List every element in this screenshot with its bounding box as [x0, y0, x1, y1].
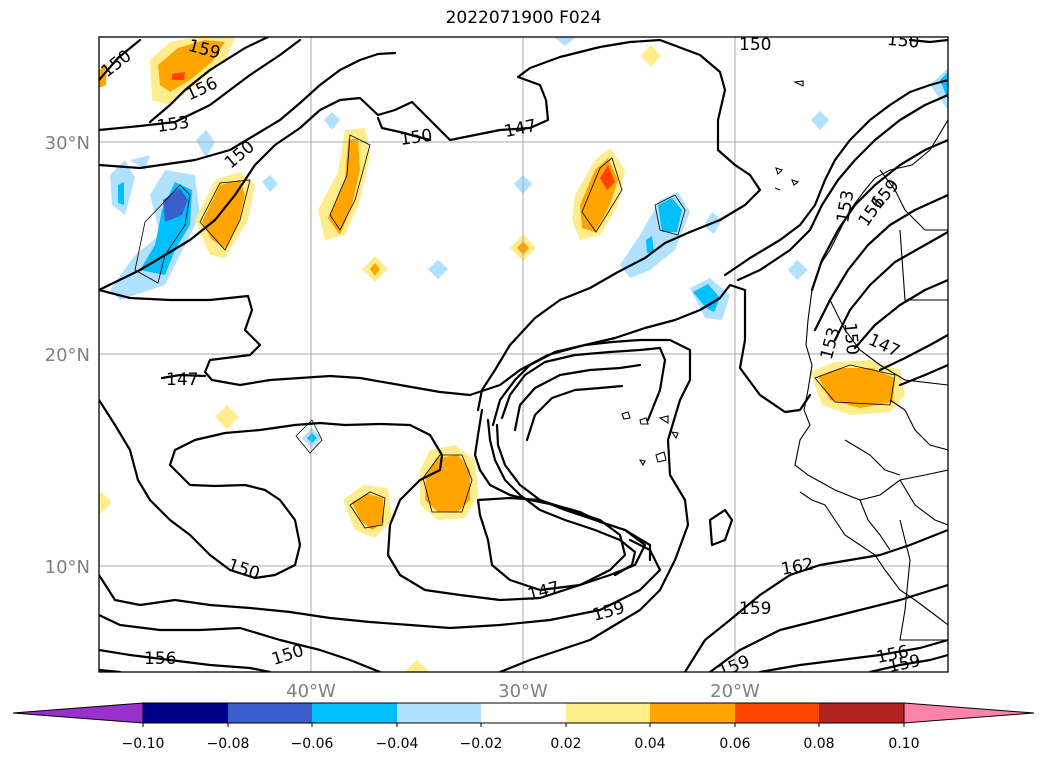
colorbar-segment [312, 703, 397, 723]
islands [621, 80, 804, 467]
lon-label-20w: 20°W [710, 681, 760, 702]
latitude-axis: 30°N 20°N 10°N [45, 133, 90, 578]
map-frame [98, 36, 949, 673]
colorbar-segment [819, 703, 904, 723]
contour-label: 150 [739, 35, 771, 55]
contour-label: 162 [780, 554, 815, 579]
negative-anomaly-area [307, 433, 317, 443]
negative-anomaly-area [646, 236, 654, 253]
anomaly-outlines [134, 134, 896, 529]
map-title: 2022071900 F024 [445, 8, 602, 28]
colorbar-tick-label: 0.02 [550, 736, 581, 752]
contour-label: 150 [269, 641, 306, 670]
map-area: 150 159 156 153 150 150 147 150 150 153 … [99, 30, 948, 683]
negative-anomaly-area [788, 260, 808, 280]
colorbar-segment [735, 703, 819, 723]
colorbar-tick-label: 0.06 [719, 736, 750, 752]
negative-anomaly-area [811, 111, 829, 130]
positive-anomaly-area [580, 158, 618, 232]
colorbar-extend-high [903, 702, 1035, 724]
contour-label: 147 [865, 330, 903, 362]
strong-positive-anomaly-area [172, 72, 185, 80]
colorbar-tick-label: 0.08 [803, 736, 834, 752]
lon-label-40w: 40°W [286, 681, 336, 702]
graticule [99, 37, 948, 672]
negative-anomaly-area [196, 130, 215, 158]
contour-label: 153 [156, 113, 191, 137]
negative-anomaly-area [118, 182, 124, 205]
negative-anomaly-area [555, 37, 575, 46]
contour-label: 150 [225, 555, 262, 584]
lat-label-30n: 30°N [45, 133, 90, 154]
colorbar-tick-label: −0.02 [460, 736, 503, 752]
colorbar-segment [650, 703, 735, 723]
colorbar-segment [481, 703, 566, 723]
contour-labels: 150 159 156 153 150 150 147 150 150 153 … [99, 30, 923, 683]
negative-anomaly-area [658, 198, 682, 232]
lat-label-10n: 10°N [45, 557, 90, 578]
contour-label: 147 [525, 578, 562, 606]
contour-label: 156 [144, 649, 176, 669]
negative-anomaly-area [693, 284, 720, 312]
positive-anomaly-area [352, 494, 384, 530]
colorbar-segment [397, 703, 481, 723]
contour-label: 159 [739, 599, 771, 619]
colorbar-extend-low [12, 702, 144, 724]
colorbar-segment [566, 703, 650, 723]
height-contours [99, 37, 948, 672]
longitude-axis: 40°W 30°W 20°W [286, 681, 760, 702]
contour-label: 159 [887, 651, 923, 677]
colorbar-tick-label: −0.10 [122, 736, 165, 752]
contour-label: 150 [886, 30, 920, 53]
shaded-anomalies [99, 37, 948, 672]
positive-anomaly-area [641, 45, 661, 67]
negative-anomaly-area [324, 112, 340, 130]
positive-anomaly-area [99, 490, 112, 515]
contour-label: 150 [399, 126, 434, 150]
colorbar-segment [143, 703, 228, 723]
lat-label-20n: 20°N [45, 345, 90, 366]
contour-label: 153 [817, 325, 845, 362]
colorbar-tick-label: −0.08 [207, 736, 250, 752]
positive-anomaly-area [370, 263, 380, 276]
negative-anomaly-area [428, 260, 448, 279]
colorbar-tick-label: −0.04 [376, 736, 419, 752]
positive-anomaly-area [215, 405, 239, 429]
contour-label: 159 [715, 652, 753, 683]
negative-anomaly-area [262, 175, 278, 192]
colorbar-segment [228, 703, 312, 723]
contour-label: 150 [839, 322, 862, 356]
negative-anomaly-area [940, 72, 948, 100]
colorbar-tick-label: 0.10 [888, 736, 919, 752]
positive-anomaly-area [425, 455, 470, 512]
positive-anomaly-area [818, 368, 895, 408]
strong-positive-anomaly-area [600, 165, 615, 190]
positive-anomaly-area [404, 660, 430, 672]
colorbar-tick-label: 0.04 [634, 736, 665, 752]
lon-label-30w: 30°W [498, 681, 548, 702]
contour-label: 147 [166, 370, 198, 390]
colorbar: −0.10 −0.08 −0.06 −0.04 −0.02 0.02 0.04 … [12, 702, 1035, 752]
positive-anomaly-area [328, 138, 360, 235]
contour-label: 147 [502, 116, 538, 142]
colorbar-tick-label: −0.06 [291, 736, 334, 752]
